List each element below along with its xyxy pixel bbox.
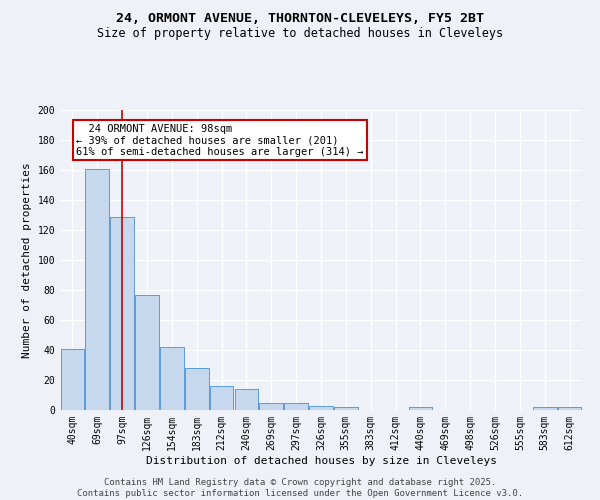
Text: Contains HM Land Registry data © Crown copyright and database right 2025.
Contai: Contains HM Land Registry data © Crown c…: [77, 478, 523, 498]
X-axis label: Distribution of detached houses by size in Cleveleys: Distribution of detached houses by size …: [146, 456, 497, 466]
Bar: [210, 386, 233, 410]
Y-axis label: Number of detached properties: Number of detached properties: [22, 162, 32, 358]
Bar: [334, 407, 358, 410]
Bar: [558, 407, 581, 410]
Bar: [309, 406, 333, 410]
Bar: [235, 389, 258, 410]
Bar: [110, 216, 134, 410]
Bar: [259, 402, 283, 410]
Bar: [284, 402, 308, 410]
Bar: [409, 407, 432, 410]
Bar: [135, 294, 159, 410]
Text: 24, ORMONT AVENUE, THORNTON-CLEVELEYS, FY5 2BT: 24, ORMONT AVENUE, THORNTON-CLEVELEYS, F…: [116, 12, 484, 26]
Bar: [85, 168, 109, 410]
Bar: [185, 368, 209, 410]
Text: Size of property relative to detached houses in Cleveleys: Size of property relative to detached ho…: [97, 28, 503, 40]
Text: 24 ORMONT AVENUE: 98sqm
← 39% of detached houses are smaller (201)
61% of semi-d: 24 ORMONT AVENUE: 98sqm ← 39% of detache…: [76, 124, 364, 156]
Bar: [61, 348, 84, 410]
Bar: [160, 347, 184, 410]
Bar: [533, 407, 557, 410]
